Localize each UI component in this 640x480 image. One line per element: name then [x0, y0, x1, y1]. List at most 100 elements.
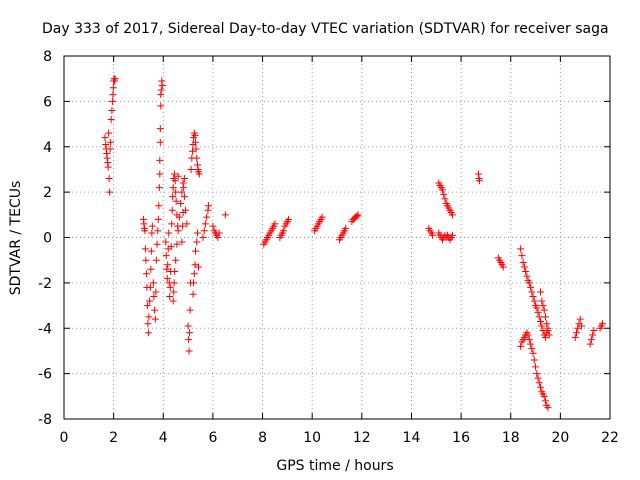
data-point: [144, 329, 152, 337]
data-point: [104, 163, 112, 171]
data-point: [571, 333, 579, 341]
x-tick-label: 22: [601, 430, 619, 446]
data-point: [174, 172, 182, 180]
data-point: [519, 258, 527, 266]
data-point: [157, 102, 165, 110]
data-point: [186, 329, 194, 337]
data-point: [191, 131, 199, 139]
y-tick-label: -8: [38, 412, 52, 428]
data-point: [543, 320, 551, 328]
data-point: [529, 292, 537, 300]
data-point: [109, 84, 117, 92]
data-point: [108, 97, 116, 105]
data-point: [169, 184, 177, 192]
data-point: [170, 170, 178, 178]
data-point: [539, 302, 547, 310]
data-point: [155, 202, 163, 210]
data-point: [540, 392, 548, 400]
data-point: [285, 215, 293, 223]
data-point: [156, 156, 164, 164]
data-point: [173, 240, 181, 248]
data-point: [517, 342, 525, 350]
data-point: [141, 227, 149, 235]
data-point: [147, 265, 155, 273]
data-point: [577, 322, 585, 330]
x-tick-label: 10: [303, 430, 321, 446]
data-point: [535, 313, 543, 321]
data-point: [180, 184, 188, 192]
data-point: [165, 229, 173, 237]
data-point: [353, 212, 361, 220]
data-point: [156, 138, 164, 146]
data-point: [143, 302, 151, 310]
data-point: [156, 170, 164, 178]
data-point: [171, 268, 179, 276]
data-point: [141, 245, 149, 253]
data-point: [142, 256, 150, 264]
data-point: [599, 320, 607, 328]
data-point: [107, 138, 115, 146]
data-point: [448, 211, 456, 219]
data-point: [179, 222, 187, 230]
data-point: [151, 306, 159, 314]
data-point: [215, 229, 223, 237]
data-point: [186, 306, 194, 314]
data-point: [163, 265, 171, 273]
y-tick-label: -6: [38, 367, 52, 383]
data-point: [106, 188, 114, 196]
data-point: [203, 213, 211, 221]
data-point: [533, 370, 541, 378]
y-tick-label: 2: [43, 185, 52, 201]
data-point: [527, 340, 535, 348]
data-point: [148, 229, 156, 237]
data-point: [589, 331, 597, 339]
data-point: [527, 283, 535, 291]
data-point: [187, 165, 195, 173]
data-point: [214, 234, 222, 241]
data-point: [101, 134, 109, 142]
data-point: [545, 331, 553, 339]
data-point: [574, 324, 582, 332]
data-point: [105, 129, 113, 137]
y-tick-label: 8: [43, 49, 52, 65]
data-point: [168, 220, 176, 228]
data-point: [342, 224, 350, 232]
data-point: [174, 227, 182, 235]
data-point: [152, 256, 160, 264]
data-point: [166, 283, 174, 291]
data-point: [195, 263, 203, 271]
x-tick-label: 0: [60, 430, 69, 446]
data-point: [175, 213, 183, 221]
data-point: [158, 81, 166, 89]
data-point: [183, 220, 191, 228]
y-axis-label: SDTVAR / TECUs: [8, 181, 24, 296]
data-point: [200, 227, 208, 235]
data-point: [146, 283, 154, 291]
data-point: [271, 220, 279, 228]
data-point: [163, 274, 171, 282]
data-point: [156, 125, 164, 133]
x-tick-label: 6: [208, 430, 217, 446]
data-point: [154, 215, 162, 223]
data-point: [541, 397, 549, 405]
data-point: [166, 292, 174, 300]
data-point: [518, 252, 526, 260]
data-point: [194, 229, 202, 237]
grid-lines: [64, 56, 610, 419]
data-point: [172, 256, 180, 264]
y-tick-label: 6: [43, 94, 52, 110]
data-points: [101, 75, 607, 412]
data-point: [193, 154, 201, 162]
data-point: [107, 116, 115, 124]
x-tick-label: 4: [159, 430, 168, 446]
data-point: [199, 234, 207, 241]
data-point: [178, 188, 186, 196]
x-tick-label: 2: [109, 430, 118, 446]
data-point: [185, 347, 193, 355]
data-point: [535, 379, 543, 387]
data-point: [192, 247, 200, 255]
data-point: [530, 356, 538, 364]
data-point: [499, 263, 507, 271]
data-point: [209, 222, 217, 230]
data-point: [525, 336, 533, 344]
